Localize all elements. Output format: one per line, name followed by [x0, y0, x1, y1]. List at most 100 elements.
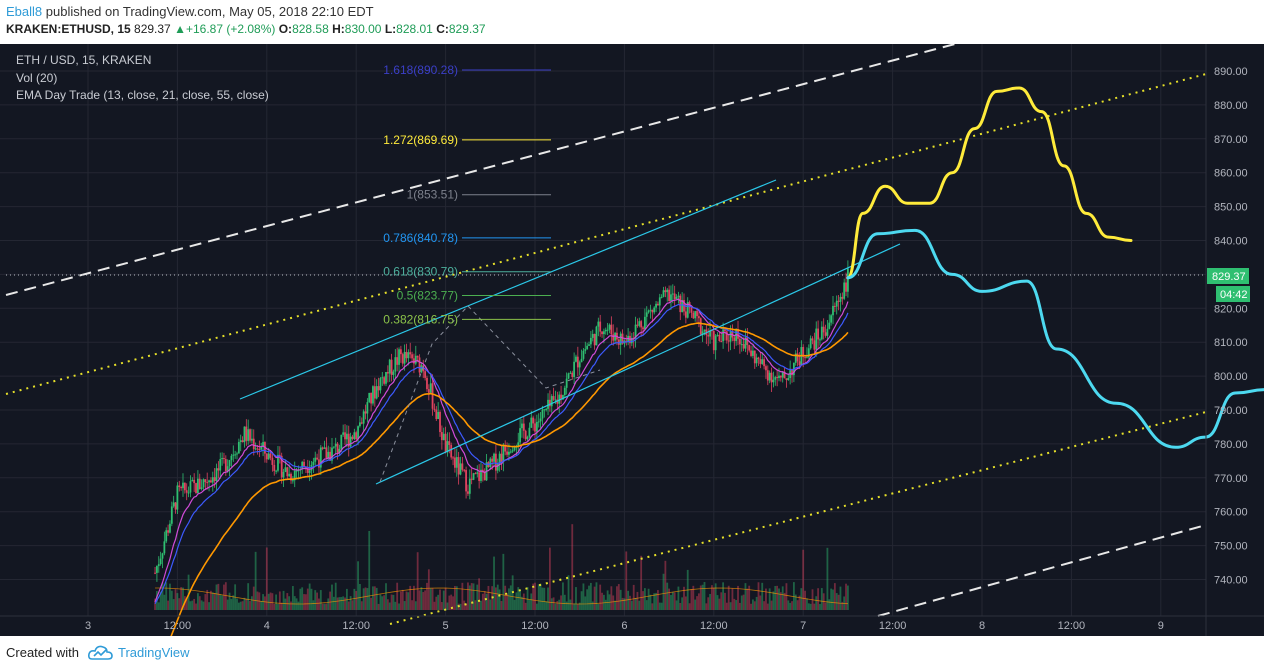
volume-bar: [606, 590, 609, 610]
volume-bar: [418, 590, 421, 610]
volume-bar: [394, 601, 397, 610]
volume-bar: [316, 592, 318, 610]
candle-body: [468, 478, 471, 494]
candle-body: [617, 339, 620, 345]
volume-bar: [355, 591, 358, 610]
candle-body: [772, 379, 775, 383]
volume-bar: [720, 592, 723, 610]
candle-body: [537, 421, 540, 423]
candle-body: [316, 457, 318, 460]
time-tick-label: 12:00: [1058, 620, 1086, 632]
candle-body: [504, 445, 507, 452]
candle-body: [286, 467, 289, 477]
candle-body: [725, 331, 728, 341]
volume-bar: [731, 588, 734, 610]
volume-bar: [653, 593, 656, 610]
volume-bar: [243, 597, 246, 610]
candle-body: [401, 354, 404, 364]
volume-bar: [223, 584, 225, 610]
volume-bar: [228, 592, 231, 610]
volume-bar: [508, 588, 510, 610]
candle-body: [362, 411, 365, 424]
candle-body: [802, 347, 805, 358]
volume-bar: [278, 591, 281, 610]
volume-bar: [826, 547, 829, 610]
author-link[interactable]: Eball8: [6, 4, 43, 19]
candle-body: [498, 453, 501, 464]
volume-bar: [541, 587, 544, 610]
candle-body: [349, 436, 352, 447]
volume-bar: [839, 586, 842, 610]
candle-body: [318, 459, 320, 468]
volume-bar: [640, 555, 643, 610]
candle-body: [200, 487, 203, 490]
volume-bar: [359, 583, 361, 610]
candle-body: [282, 471, 285, 478]
volume-bar: [305, 594, 307, 610]
volume-bar: [329, 591, 332, 610]
volume-bar: [588, 585, 590, 610]
volume-bar: [554, 603, 557, 610]
candle-body: [344, 432, 346, 440]
candle-body: [796, 353, 799, 362]
candle-body: [483, 472, 486, 481]
candle-body: [437, 411, 440, 420]
volume-bar: [435, 596, 438, 610]
volume-bar: [614, 600, 616, 610]
volume-bar: [532, 583, 535, 610]
volume-bar: [265, 547, 268, 610]
time-axis[interactable]: 3 12:00 4 12:00 5 12:00 6 12:00 7 12:00 8 12:00 9: [85, 620, 1164, 632]
candle-body: [457, 457, 460, 475]
candle-body: [837, 300, 840, 302]
candle-body: [727, 340, 730, 342]
volume-bar: [288, 596, 291, 610]
candle-body: [666, 289, 669, 293]
price-axis[interactable]: 890.00880.00870.00860.00850.00840.00830.…: [1214, 66, 1248, 587]
volume-bar: [517, 587, 520, 610]
volume-bars: [154, 524, 849, 610]
volume-bar: [757, 582, 760, 610]
volume-bar: [703, 582, 706, 610]
volume-bar: [323, 603, 326, 610]
volume-bar: [239, 601, 242, 610]
volume-bar: [722, 582, 725, 610]
candle-body: [357, 426, 359, 440]
volume-bar: [560, 595, 562, 610]
candle-body: [377, 386, 380, 391]
volume-bar: [567, 575, 570, 610]
candle-body: [364, 411, 367, 414]
candle-body: [256, 448, 259, 450]
volume-bar: [655, 592, 657, 610]
volume-bar: [670, 594, 672, 610]
volume-bar: [552, 597, 555, 610]
candle-body: [319, 447, 322, 468]
candle-body: [176, 485, 179, 510]
candle-body: [278, 454, 281, 456]
candle-body: [323, 447, 326, 449]
candle-body: [675, 296, 678, 300]
tradingview-link[interactable]: TradingView: [118, 645, 190, 660]
volume-bar: [334, 582, 337, 610]
trend-drawings: [5, 44, 1207, 625]
volume-bar: [467, 582, 469, 610]
candle-body: [638, 321, 641, 326]
volume-bar: [398, 603, 400, 610]
price-chart[interactable]: 1.618(890.28) 1.272(869.69) 1(853.51) 0.786…: [0, 44, 1264, 636]
volume-bar: [625, 551, 628, 610]
candle-body: [334, 443, 337, 447]
volume-bar: [310, 588, 313, 610]
created-with-label: Created with: [6, 645, 79, 660]
candle-body: [599, 321, 602, 332]
volume-bar: [390, 594, 393, 610]
volume-bar: [493, 556, 495, 610]
volume-bar: [627, 590, 630, 610]
volume-bar: [465, 603, 467, 610]
volume-bar: [299, 588, 302, 610]
candle-body: [480, 469, 482, 481]
candle-body: [373, 386, 376, 399]
grid-lines: [0, 44, 1206, 616]
volume-bar: [545, 601, 548, 610]
candle-body: [478, 472, 481, 481]
candle-body: [338, 448, 341, 453]
candle-body: [653, 307, 656, 313]
